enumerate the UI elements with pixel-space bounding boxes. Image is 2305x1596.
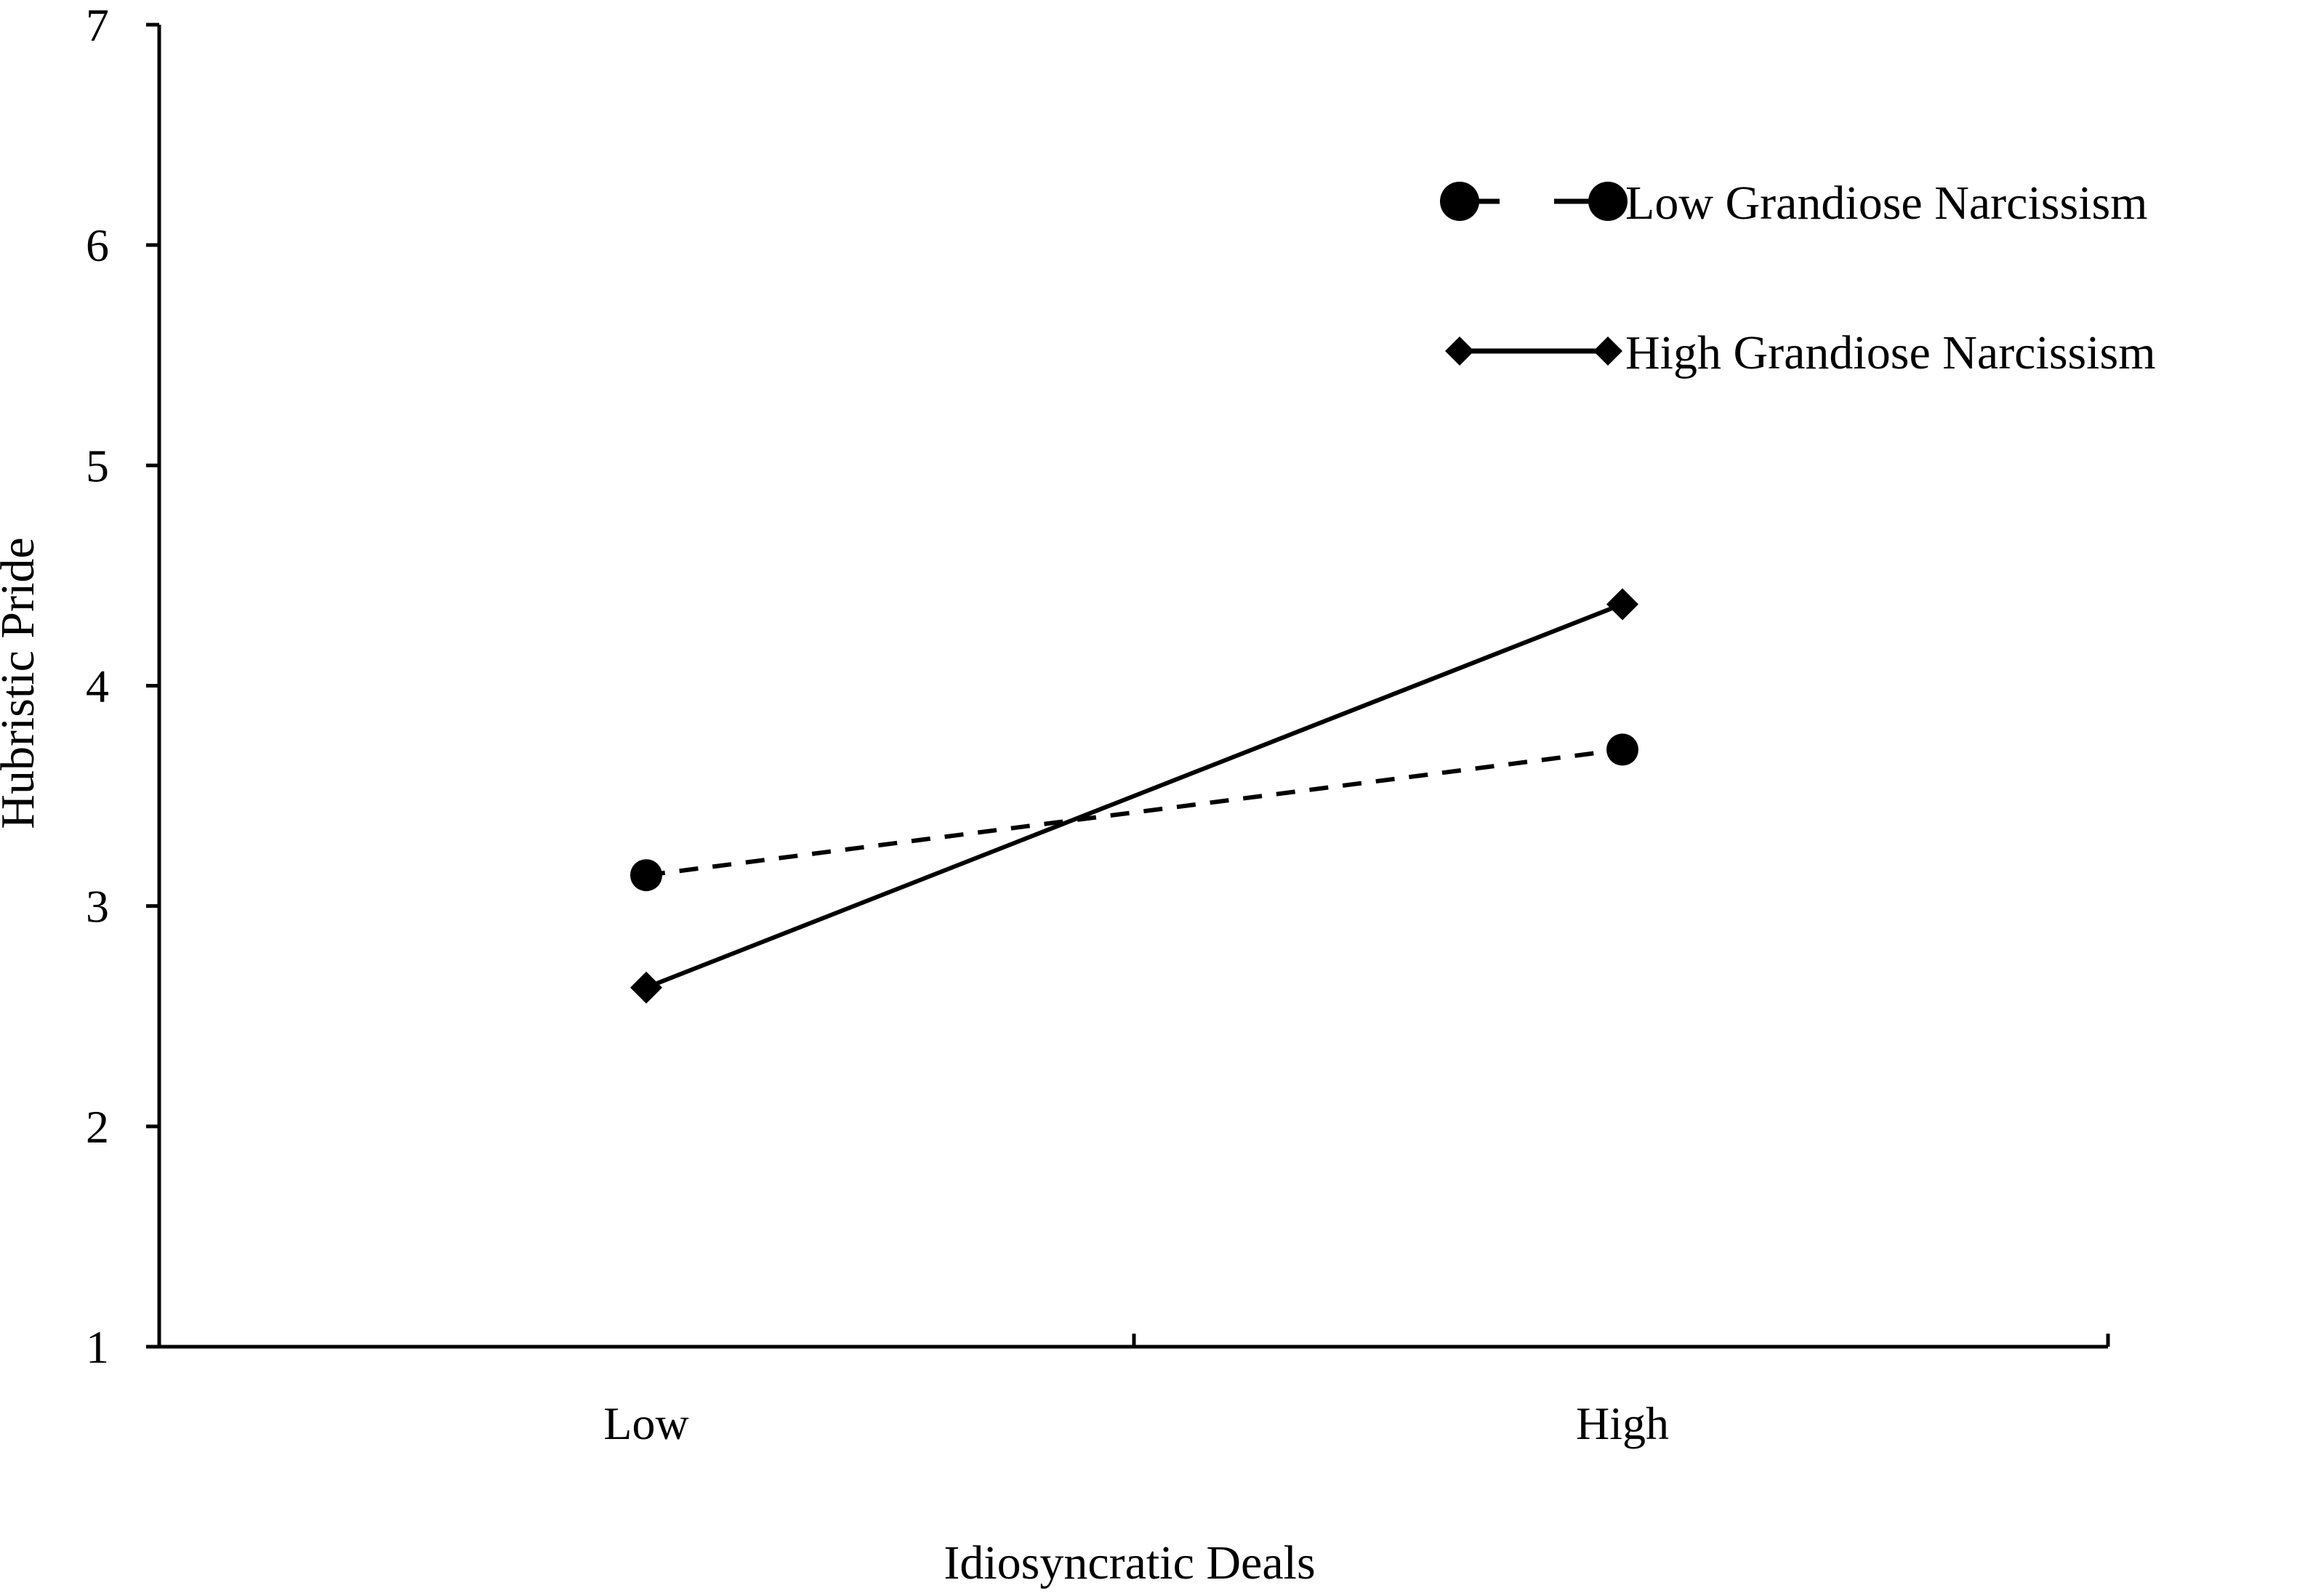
legend-marker-0 [1588, 182, 1628, 221]
y-tick-label: 7 [86, 0, 109, 51]
y-tick-label: 1 [86, 1321, 109, 1373]
data-point-0-1 [1606, 733, 1638, 766]
y-tick-label: 2 [86, 1101, 109, 1153]
legend: Low Grandiose Narcissism High Grandiose N… [1440, 177, 2156, 379]
x-axis-ticks: Low High [603, 1334, 2110, 1449]
series-line-0 [645, 747, 1623, 878]
x-tick-label: Low [603, 1398, 688, 1449]
y-tick-label: 4 [86, 661, 109, 712]
legend-marker-1 [1445, 336, 1474, 366]
y-axis-ticks: 1 2 3 4 5 6 7 [86, 0, 159, 1373]
series-line-1 [645, 602, 1624, 990]
data-point-1-0 [630, 971, 662, 1004]
x-tick-label: High [1576, 1398, 1669, 1449]
series-layer [630, 588, 1638, 1004]
data-point-1-1 [1606, 588, 1638, 621]
x-axis-title: Idiosyncratic Deals [944, 1536, 1315, 1589]
y-tick-label: 3 [86, 881, 109, 932]
data-point-0-0 [630, 859, 662, 892]
y-tick-label: 5 [86, 440, 109, 491]
legend-label-0: Low Grandiose Narcissism [1625, 177, 2148, 230]
y-tick-label: 6 [86, 219, 109, 271]
legend-marker-1 [1593, 336, 1622, 366]
y-axis-title: Hubristic Pride [0, 537, 44, 829]
legend-label-1: High Grandiose Narcissism [1625, 326, 2156, 379]
legend-marker-0 [1440, 182, 1479, 221]
